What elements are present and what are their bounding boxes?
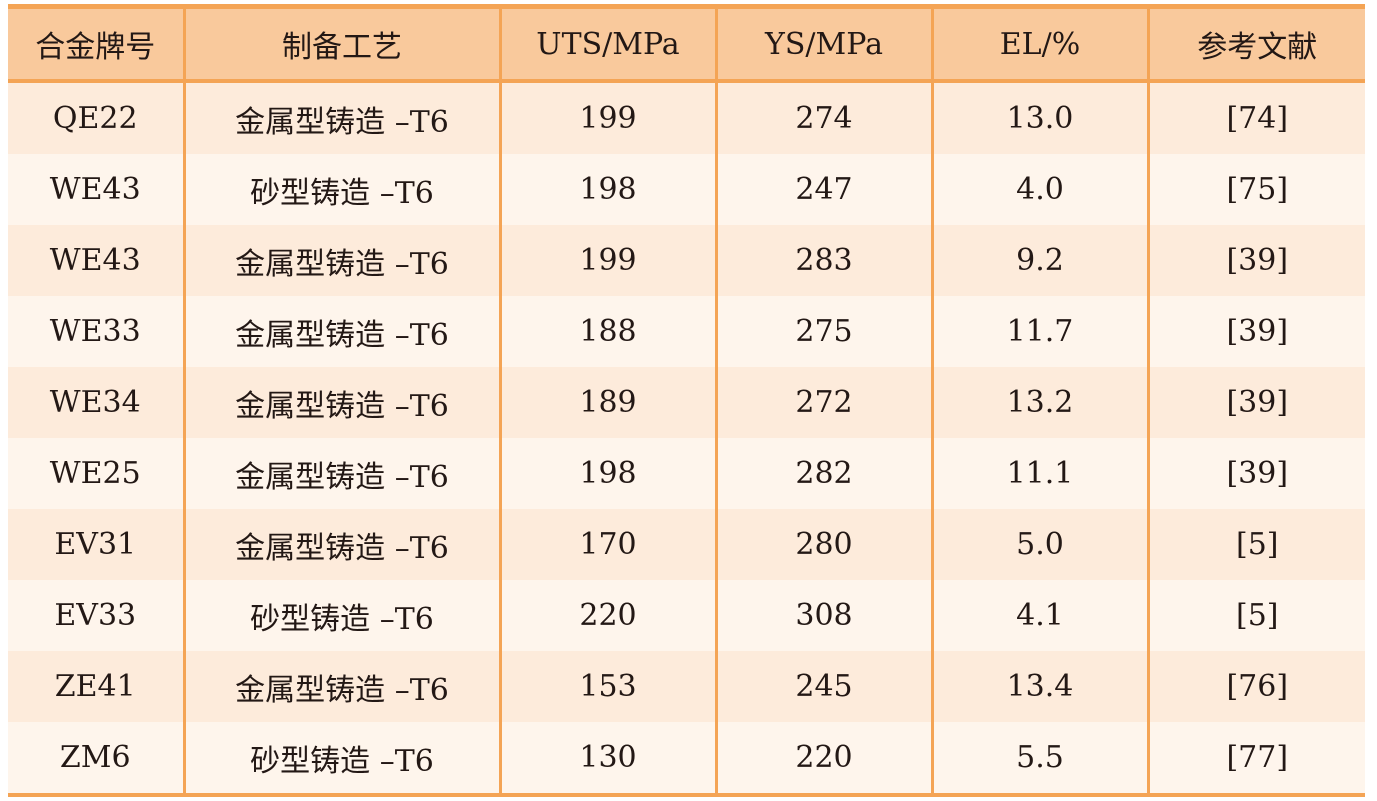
cell-alloy-grade: WE34 [8, 367, 184, 438]
table-row: WE25 金属型铸造 –T6 198 282 11.1 [39] [8, 438, 1365, 509]
cell-reference: [74] [1146, 81, 1365, 154]
cell-process: 金属型铸造 –T6 [182, 367, 500, 438]
cell-elongation: 13.4 [930, 651, 1148, 722]
cell-elongation: 13.2 [930, 367, 1148, 438]
cell-reference: [39] [1146, 438, 1365, 509]
cell-uts: 220 [498, 580, 716, 651]
alloy-properties-table-container: 合金牌号 制备工艺 UTS/MPa YS/MPa EL/% 参考文献 QE22 金… [8, 4, 1365, 797]
cell-alloy-grade: WE43 [8, 225, 184, 296]
cell-ys: 308 [714, 580, 932, 651]
table-header: 合金牌号 制备工艺 UTS/MPa YS/MPa EL/% 参考文献 [8, 9, 1365, 83]
cell-reference: [5] [1146, 509, 1365, 580]
cell-uts: 198 [498, 154, 716, 225]
cell-alloy-grade: QE22 [8, 81, 184, 154]
cell-elongation: 11.1 [930, 438, 1148, 509]
cell-process: 金属型铸造 –T6 [182, 296, 500, 367]
header-process: 制备工艺 [182, 9, 500, 83]
cell-uts: 199 [498, 225, 716, 296]
cell-alloy-grade: EV33 [8, 580, 184, 651]
header-row: 合金牌号 制备工艺 UTS/MPa YS/MPa EL/% 参考文献 [8, 9, 1365, 83]
cell-elongation: 4.0 [930, 154, 1148, 225]
cell-elongation: 5.0 [930, 509, 1148, 580]
table-row: WE33 金属型铸造 –T6 188 275 11.7 [39] [8, 296, 1365, 367]
table-row: QE22 金属型铸造 –T6 199 274 13.0 [74] [8, 81, 1365, 154]
cell-reference: [76] [1146, 651, 1365, 722]
cell-alloy-grade: ZM6 [8, 722, 184, 797]
cell-process: 砂型铸造 –T6 [182, 722, 500, 797]
table-row: EV33 砂型铸造 –T6 220 308 4.1 [5] [8, 580, 1365, 651]
cell-uts: 153 [498, 651, 716, 722]
cell-alloy-grade: ZE41 [8, 651, 184, 722]
cell-reference: [39] [1146, 296, 1365, 367]
table-row: WE43 砂型铸造 –T6 198 247 4.0 [75] [8, 154, 1365, 225]
cell-ys: 280 [714, 509, 932, 580]
cell-elongation: 11.7 [930, 296, 1148, 367]
cell-alloy-grade: EV31 [8, 509, 184, 580]
table-row: ZE41 金属型铸造 –T6 153 245 13.4 [76] [8, 651, 1365, 722]
cell-uts: 130 [498, 722, 716, 797]
cell-uts: 188 [498, 296, 716, 367]
cell-reference: [75] [1146, 154, 1365, 225]
cell-alloy-grade: WE25 [8, 438, 184, 509]
cell-ys: 283 [714, 225, 932, 296]
cell-reference: [39] [1146, 225, 1365, 296]
header-alloy-grade: 合金牌号 [8, 9, 184, 83]
alloy-properties-table: 合金牌号 制备工艺 UTS/MPa YS/MPa EL/% 参考文献 QE22 金… [8, 9, 1365, 797]
header-reference: 参考文献 [1146, 9, 1365, 83]
table-row: EV31 金属型铸造 –T6 170 280 5.0 [5] [8, 509, 1365, 580]
cell-ys: 282 [714, 438, 932, 509]
cell-ys: 272 [714, 367, 932, 438]
cell-elongation: 9.2 [930, 225, 1148, 296]
header-ys: YS/MPa [714, 9, 932, 83]
cell-process: 金属型铸造 –T6 [182, 225, 500, 296]
cell-uts: 170 [498, 509, 716, 580]
cell-elongation: 5.5 [930, 722, 1148, 797]
cell-process: 金属型铸造 –T6 [182, 651, 500, 722]
cell-process: 金属型铸造 –T6 [182, 438, 500, 509]
header-elongation: EL/% [930, 9, 1148, 83]
cell-ys: 247 [714, 154, 932, 225]
cell-elongation: 13.0 [930, 81, 1148, 154]
cell-process: 金属型铸造 –T6 [182, 509, 500, 580]
cell-elongation: 4.1 [930, 580, 1148, 651]
cell-alloy-grade: WE43 [8, 154, 184, 225]
cell-ys: 245 [714, 651, 932, 722]
header-uts: UTS/MPa [498, 9, 716, 83]
cell-ys: 275 [714, 296, 932, 367]
table-row: ZM6 砂型铸造 –T6 130 220 5.5 [77] [8, 722, 1365, 797]
cell-ys: 220 [714, 722, 932, 797]
cell-alloy-grade: WE33 [8, 296, 184, 367]
table-body: QE22 金属型铸造 –T6 199 274 13.0 [74] WE43 砂型铸造 –T6 1… [8, 81, 1365, 797]
cell-uts: 199 [498, 81, 716, 154]
cell-uts: 198 [498, 438, 716, 509]
cell-reference: [39] [1146, 367, 1365, 438]
cell-reference: [5] [1146, 580, 1365, 651]
table-row: WE43 金属型铸造 –T6 199 283 9.2 [39] [8, 225, 1365, 296]
cell-reference: [77] [1146, 722, 1365, 797]
cell-process: 砂型铸造 –T6 [182, 154, 500, 225]
table-row: WE34 金属型铸造 –T6 189 272 13.2 [39] [8, 367, 1365, 438]
cell-process: 砂型铸造 –T6 [182, 580, 500, 651]
cell-uts: 189 [498, 367, 716, 438]
cell-process: 金属型铸造 –T6 [182, 81, 500, 154]
cell-ys: 274 [714, 81, 932, 154]
